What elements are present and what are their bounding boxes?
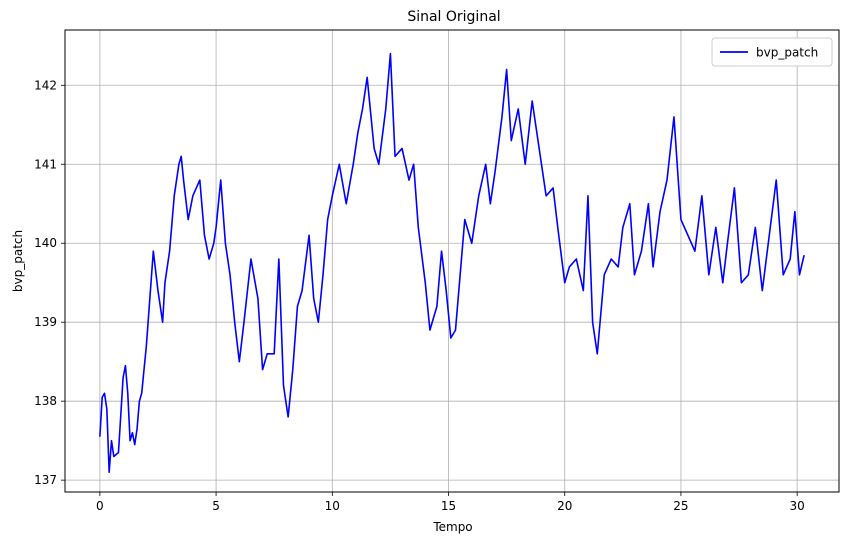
y-tick-label: 138 xyxy=(34,394,57,408)
chart-title: Sinal Original xyxy=(407,9,500,25)
axis-ticks: 0 5 10 15 20 25 30 137 138 139 140 141 142 xyxy=(34,78,805,513)
x-tick-label: 15 xyxy=(441,499,456,513)
y-tick-label: 141 xyxy=(34,157,57,171)
plot-frame xyxy=(64,29,840,493)
y-tick-label: 139 xyxy=(34,315,57,329)
x-tick-label: 30 xyxy=(790,499,805,513)
x-tick-label: 25 xyxy=(673,499,688,513)
y-axis-label: bvp_patch xyxy=(11,230,25,292)
series-layer xyxy=(99,52,805,474)
x-axis-label: Tempo xyxy=(432,520,472,534)
series-line-bvp-patch xyxy=(99,52,805,474)
y-tick-label: 137 xyxy=(34,473,57,487)
grid-lines xyxy=(65,30,839,492)
x-tick-label: 5 xyxy=(212,499,220,513)
y-tick-label: 140 xyxy=(34,236,57,250)
y-tick-label: 142 xyxy=(34,78,57,92)
legend-box xyxy=(711,37,833,67)
legend: bvp_patch xyxy=(711,37,833,67)
x-tick-label: 20 xyxy=(557,499,572,513)
x-tick-label: 10 xyxy=(325,499,340,513)
legend-entry-bvp-patch: bvp_patch xyxy=(756,46,818,60)
x-tick-label: 0 xyxy=(96,499,104,513)
